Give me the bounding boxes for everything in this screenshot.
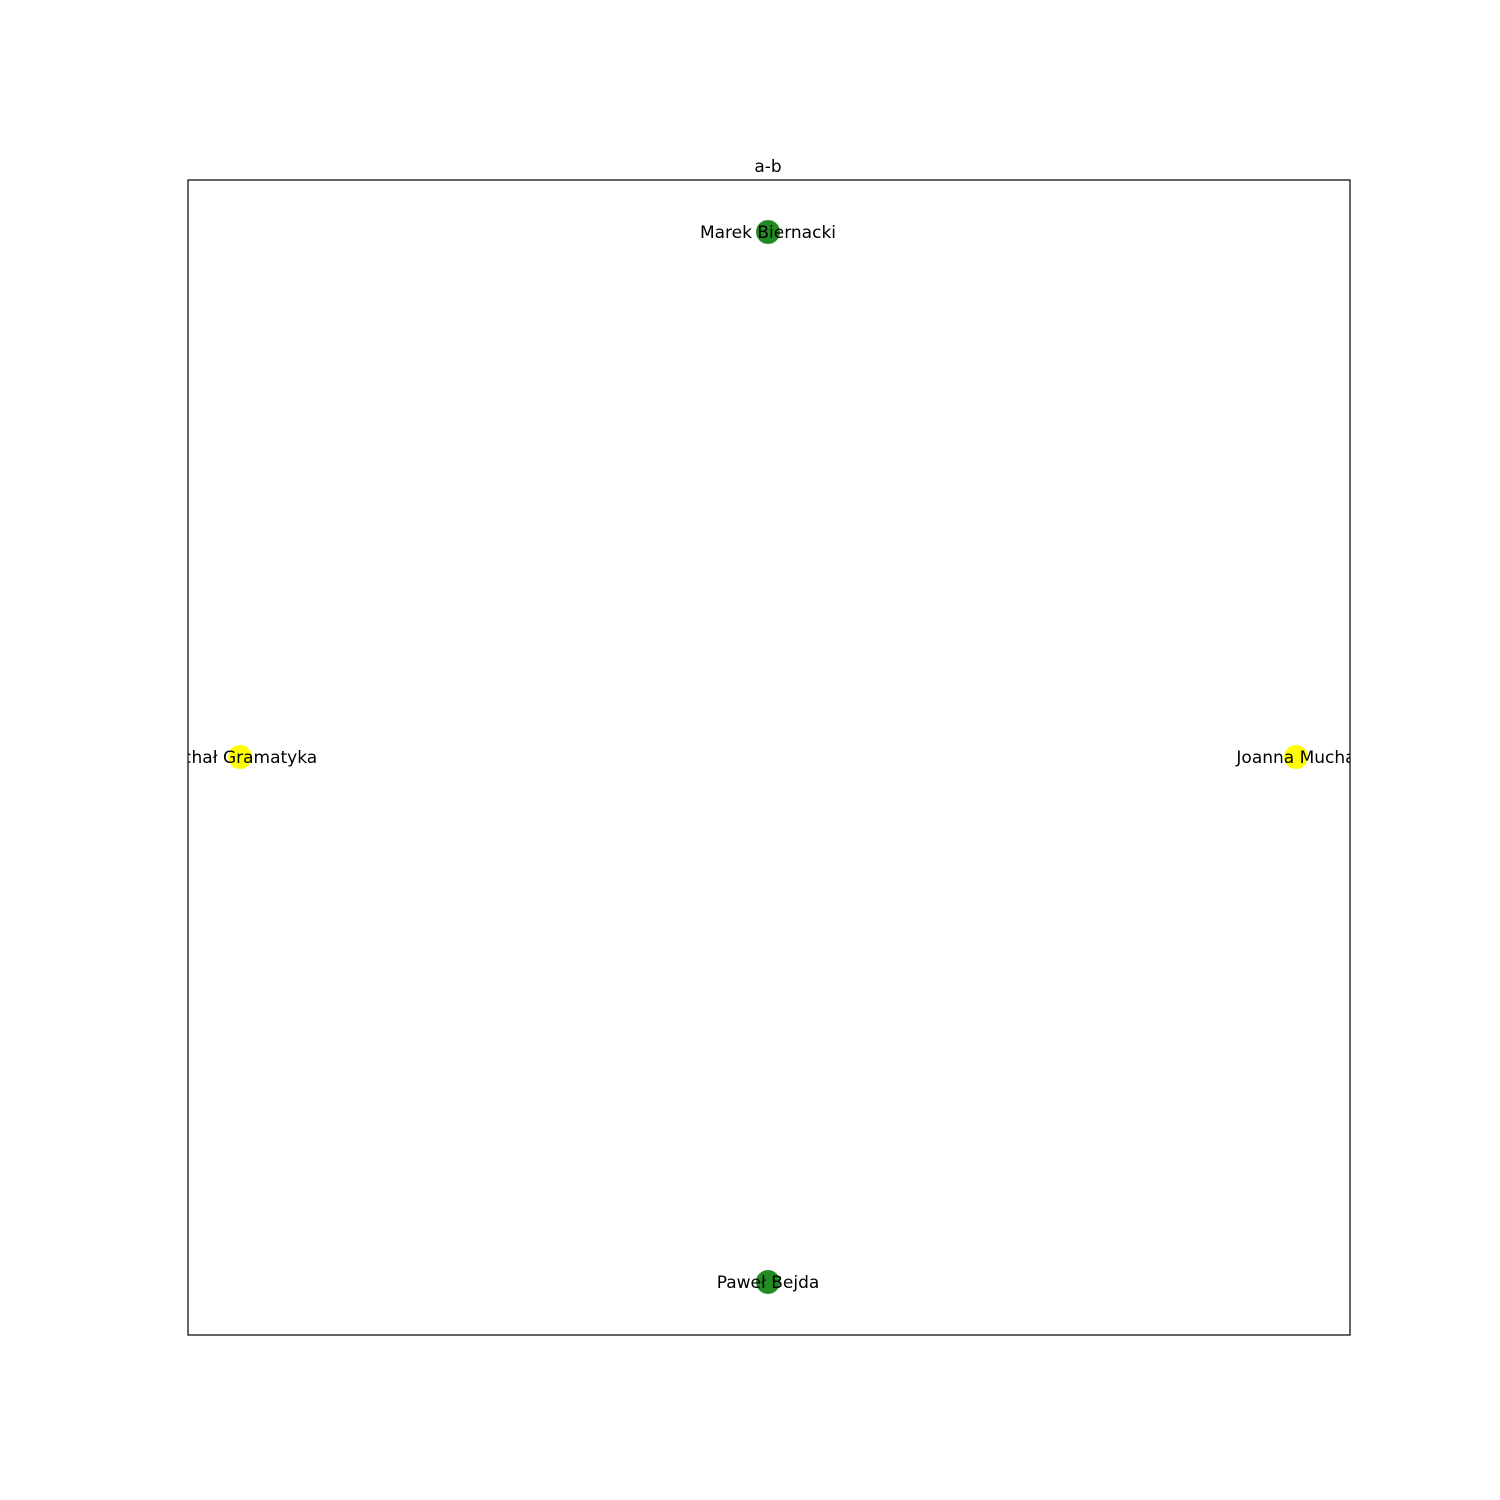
node-marker-michal [228,745,252,769]
nodes-layer: Marek Biernacki Michał Gramatyka Joanna Mu… [163,220,1355,1294]
node-michal: Michał Gramatyka [163,745,317,769]
node-label-pawel: Paweł Bejda [717,1273,820,1293]
node-pawel: Paweł Bejda [717,1270,820,1294]
node-label-michal: Michał Gramatyka [163,748,317,768]
node-marker-joanna [1284,745,1308,769]
node-marker-pawel [756,1270,780,1294]
node-marek: Marek Biernacki [700,220,836,244]
node-label-joanna: Joanna Mucha [1235,748,1355,768]
plot-frame [187,179,1351,1336]
node-joanna: Joanna Mucha [1235,745,1355,769]
node-marker-marek [756,220,780,244]
node-label-marek: Marek Biernacki [700,223,836,243]
figure-title: a-b [754,157,781,177]
